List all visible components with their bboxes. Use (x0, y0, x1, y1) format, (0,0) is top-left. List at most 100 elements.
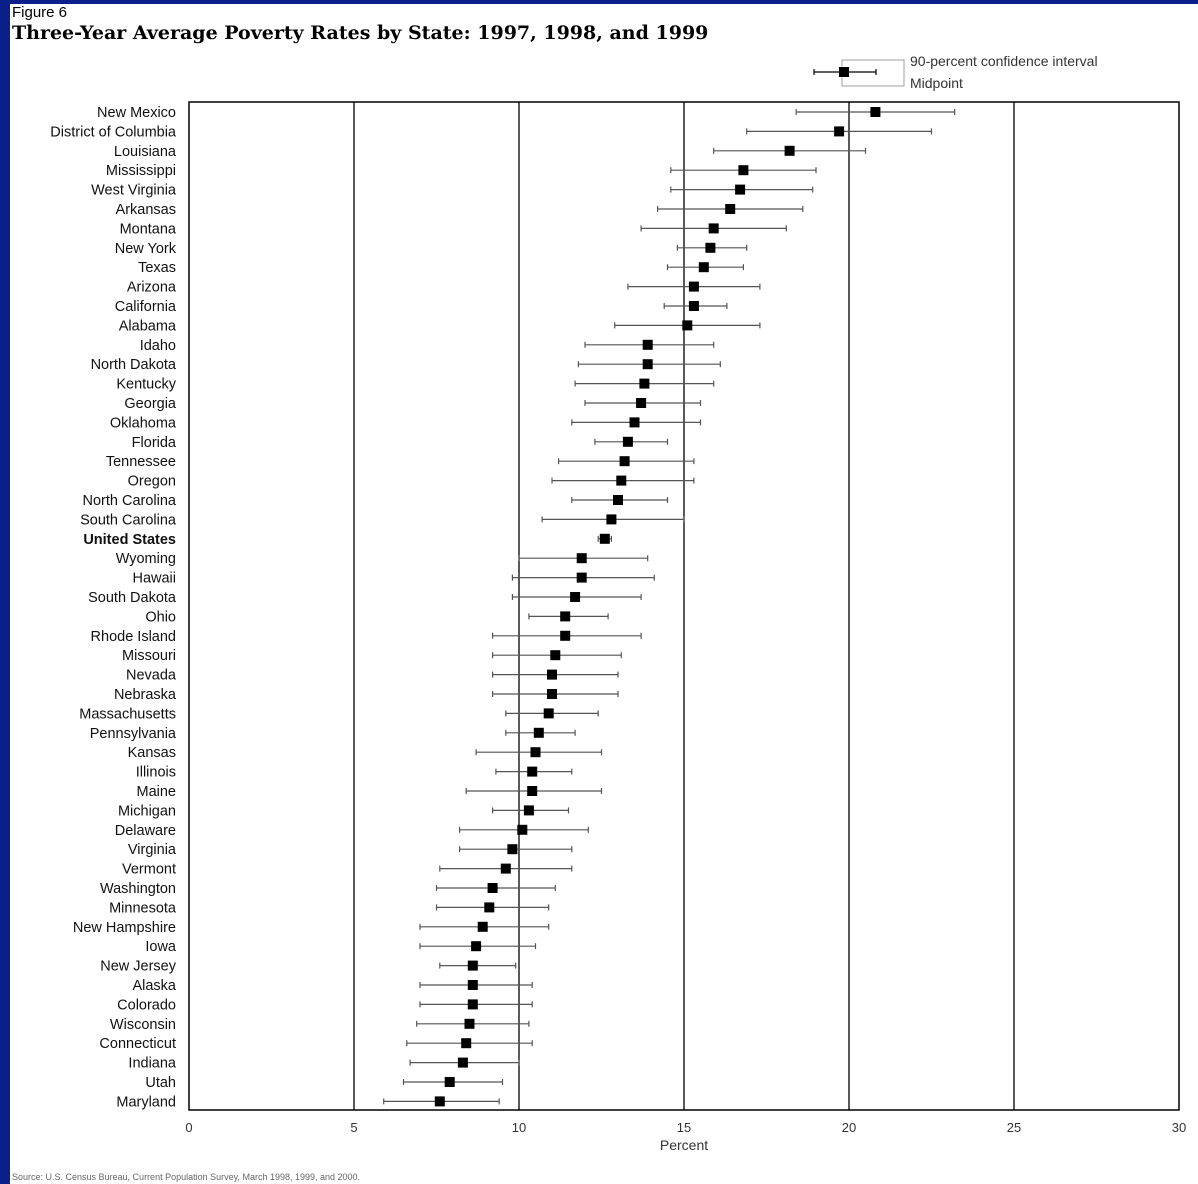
midpoint-marker (599, 533, 610, 544)
midpoint-marker (682, 320, 693, 331)
midpoint-marker (560, 630, 571, 641)
state-label: Massachusetts (79, 706, 176, 722)
midpoint-marker (834, 126, 845, 137)
midpoint-marker (708, 223, 719, 234)
midpoint-marker (507, 844, 518, 855)
state-label: Connecticut (99, 1036, 176, 1052)
midpoint-marker (725, 204, 736, 214)
midpoint-marker (735, 184, 746, 195)
midpoint-marker (477, 921, 488, 932)
midpoint-marker (467, 999, 478, 1010)
x-tick-label: 15 (677, 1120, 691, 1135)
state-label: Oregon (128, 474, 176, 490)
legend-midpoint-marker (839, 67, 849, 77)
state-label: Alaska (132, 978, 176, 994)
figure-panel: Figure 6 Three-Year Average Poverty Rate… (10, 4, 1198, 1184)
legend-box (841, 59, 905, 87)
x-tick-label: 20 (842, 1120, 856, 1135)
state-label: Louisiana (114, 144, 177, 160)
state-label: United States (83, 532, 176, 548)
state-label: Vermont (122, 862, 176, 878)
midpoint-marker (560, 611, 571, 622)
midpoint-marker (547, 689, 557, 699)
midpoint-marker (642, 359, 653, 370)
x-tick-label: 5 (350, 1120, 357, 1135)
midpoint-marker (500, 863, 511, 874)
midpoint-marker (533, 727, 544, 738)
state-label: Indiana (128, 1056, 177, 1072)
state-label: Arizona (127, 280, 177, 296)
x-axis-label: Percent (660, 1137, 708, 1153)
state-label: Oklahoma (110, 415, 177, 431)
state-label: District of Columbia (50, 124, 177, 140)
state-label: Delaware (115, 823, 176, 839)
midpoint-marker (629, 417, 640, 428)
state-label: New Hampshire (73, 920, 176, 936)
state-label: Ohio (145, 609, 176, 625)
midpoint-marker (784, 145, 795, 156)
state-label: Hawaii (132, 571, 176, 587)
midpoint-marker (467, 980, 478, 990)
state-label: Rhode Island (91, 629, 176, 645)
x-tick-label: 0 (185, 1120, 192, 1135)
x-tick-label: 25 (1007, 1120, 1021, 1135)
midpoint-marker (434, 1096, 445, 1107)
x-tick-label: 10 (512, 1120, 526, 1135)
midpoint-marker (870, 107, 881, 117)
state-label: Florida (132, 435, 177, 451)
midpoint-marker (550, 650, 561, 661)
state-label: Washington (100, 881, 176, 897)
state-label: North Dakota (91, 357, 177, 373)
state-label: Mississippi (106, 163, 176, 179)
midpoint-marker (688, 301, 699, 311)
midpoint-marker (619, 456, 630, 467)
state-label: Wyoming (116, 551, 176, 567)
midpoint-marker (457, 1057, 468, 1068)
state-label: Alabama (119, 318, 177, 334)
state-label: Pennsylvania (90, 726, 177, 742)
state-label: New York (115, 241, 177, 257)
state-label: Idaho (140, 338, 176, 354)
midpoint-marker (642, 339, 653, 350)
midpoint-marker (636, 398, 647, 408)
state-label: South Dakota (88, 590, 177, 606)
midpoint-marker (738, 165, 749, 176)
state-label: California (115, 299, 177, 315)
legend-midpoint-label: Midpoint (910, 75, 963, 91)
state-label: Wisconsin (110, 1017, 176, 1033)
midpoint-marker (527, 786, 538, 796)
state-label: Missouri (122, 648, 176, 664)
state-label: Iowa (145, 939, 177, 955)
midpoint-marker (705, 242, 716, 253)
chart-title: Three-Year Average Poverty Rates by Stat… (12, 22, 709, 44)
midpoint-marker (530, 747, 541, 758)
midpoint-marker (639, 378, 650, 389)
midpoint-marker (576, 572, 587, 583)
state-label: Kansas (128, 745, 176, 761)
figure-label: Figure 6 (12, 4, 68, 21)
state-label: Georgia (124, 396, 177, 412)
midpoint-marker (444, 1077, 455, 1087)
midpoint-marker (471, 941, 482, 952)
state-label: Illinois (136, 765, 176, 781)
state-label: Maryland (116, 1094, 176, 1110)
state-label: Virginia (128, 842, 177, 858)
x-tick-label: 30 (1172, 1120, 1186, 1135)
state-label: Utah (145, 1075, 176, 1091)
midpoint-marker (698, 262, 709, 273)
midpoint-marker (484, 902, 495, 913)
midpoint-marker (467, 960, 478, 971)
midpoint-marker (688, 281, 699, 292)
state-label: Colorado (117, 997, 176, 1013)
midpoint-marker (613, 495, 623, 505)
source-note: Source: U.S. Census Bureau, Current Popu… (12, 1172, 361, 1182)
midpoint-marker (543, 708, 554, 719)
midpoint-marker (547, 669, 557, 680)
state-label: Tennessee (106, 454, 176, 470)
state-label: Maine (137, 784, 177, 800)
midpoint-marker (527, 766, 538, 777)
midpoint-marker (461, 1038, 472, 1049)
state-label: North Carolina (83, 493, 177, 509)
state-label: Montana (120, 221, 177, 237)
